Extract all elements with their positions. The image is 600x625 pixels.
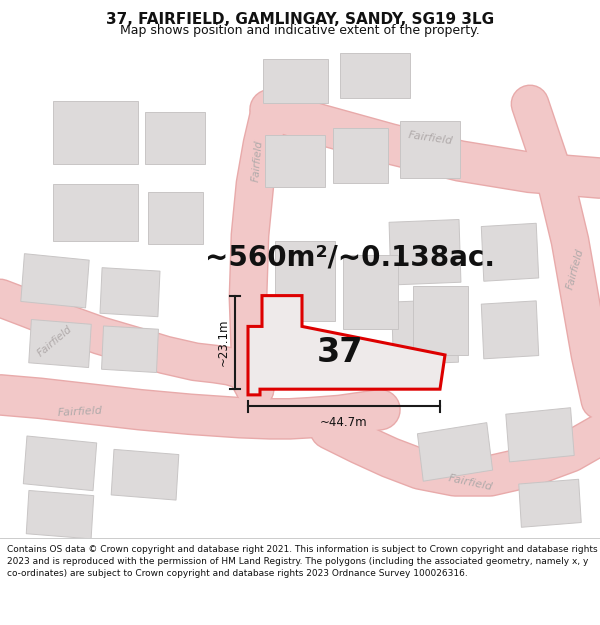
Polygon shape [111, 449, 179, 500]
Polygon shape [481, 301, 539, 359]
Text: Fairfield: Fairfield [407, 130, 453, 146]
Text: Fairfield: Fairfield [36, 324, 74, 359]
Polygon shape [23, 436, 97, 491]
Text: Fairfield: Fairfield [57, 406, 103, 418]
Text: Map shows position and indicative extent of the property.: Map shows position and indicative extent… [120, 24, 480, 36]
Polygon shape [26, 491, 94, 539]
Text: Fairfield: Fairfield [447, 473, 493, 492]
Polygon shape [340, 52, 410, 98]
Polygon shape [248, 296, 445, 395]
Polygon shape [265, 135, 325, 187]
Polygon shape [418, 422, 493, 481]
Polygon shape [145, 112, 205, 164]
Text: 37: 37 [317, 336, 363, 369]
Polygon shape [343, 255, 398, 329]
Polygon shape [413, 286, 467, 355]
Polygon shape [53, 101, 137, 164]
Text: ~560m²/~0.138ac.: ~560m²/~0.138ac. [205, 244, 495, 272]
Text: 37, FAIRFIELD, GAMLINGAY, SANDY, SG19 3LG: 37, FAIRFIELD, GAMLINGAY, SANDY, SG19 3L… [106, 12, 494, 27]
Polygon shape [392, 299, 458, 365]
Polygon shape [389, 219, 461, 285]
Polygon shape [506, 408, 574, 462]
Text: Fairfield: Fairfield [251, 139, 265, 182]
Text: Fairfield: Fairfield [565, 248, 585, 291]
Polygon shape [275, 241, 335, 321]
Polygon shape [29, 319, 91, 368]
Text: ~23.1m: ~23.1m [217, 319, 229, 366]
Polygon shape [100, 268, 160, 317]
Polygon shape [481, 223, 539, 281]
Polygon shape [53, 184, 137, 241]
Text: Contains OS data © Crown copyright and database right 2021. This information is : Contains OS data © Crown copyright and d… [7, 544, 598, 578]
Polygon shape [21, 254, 89, 308]
Polygon shape [263, 59, 328, 102]
Polygon shape [332, 128, 388, 182]
Polygon shape [148, 192, 203, 244]
Polygon shape [400, 121, 460, 178]
Polygon shape [519, 479, 581, 528]
Polygon shape [101, 326, 158, 372]
Text: ~44.7m: ~44.7m [320, 416, 368, 429]
